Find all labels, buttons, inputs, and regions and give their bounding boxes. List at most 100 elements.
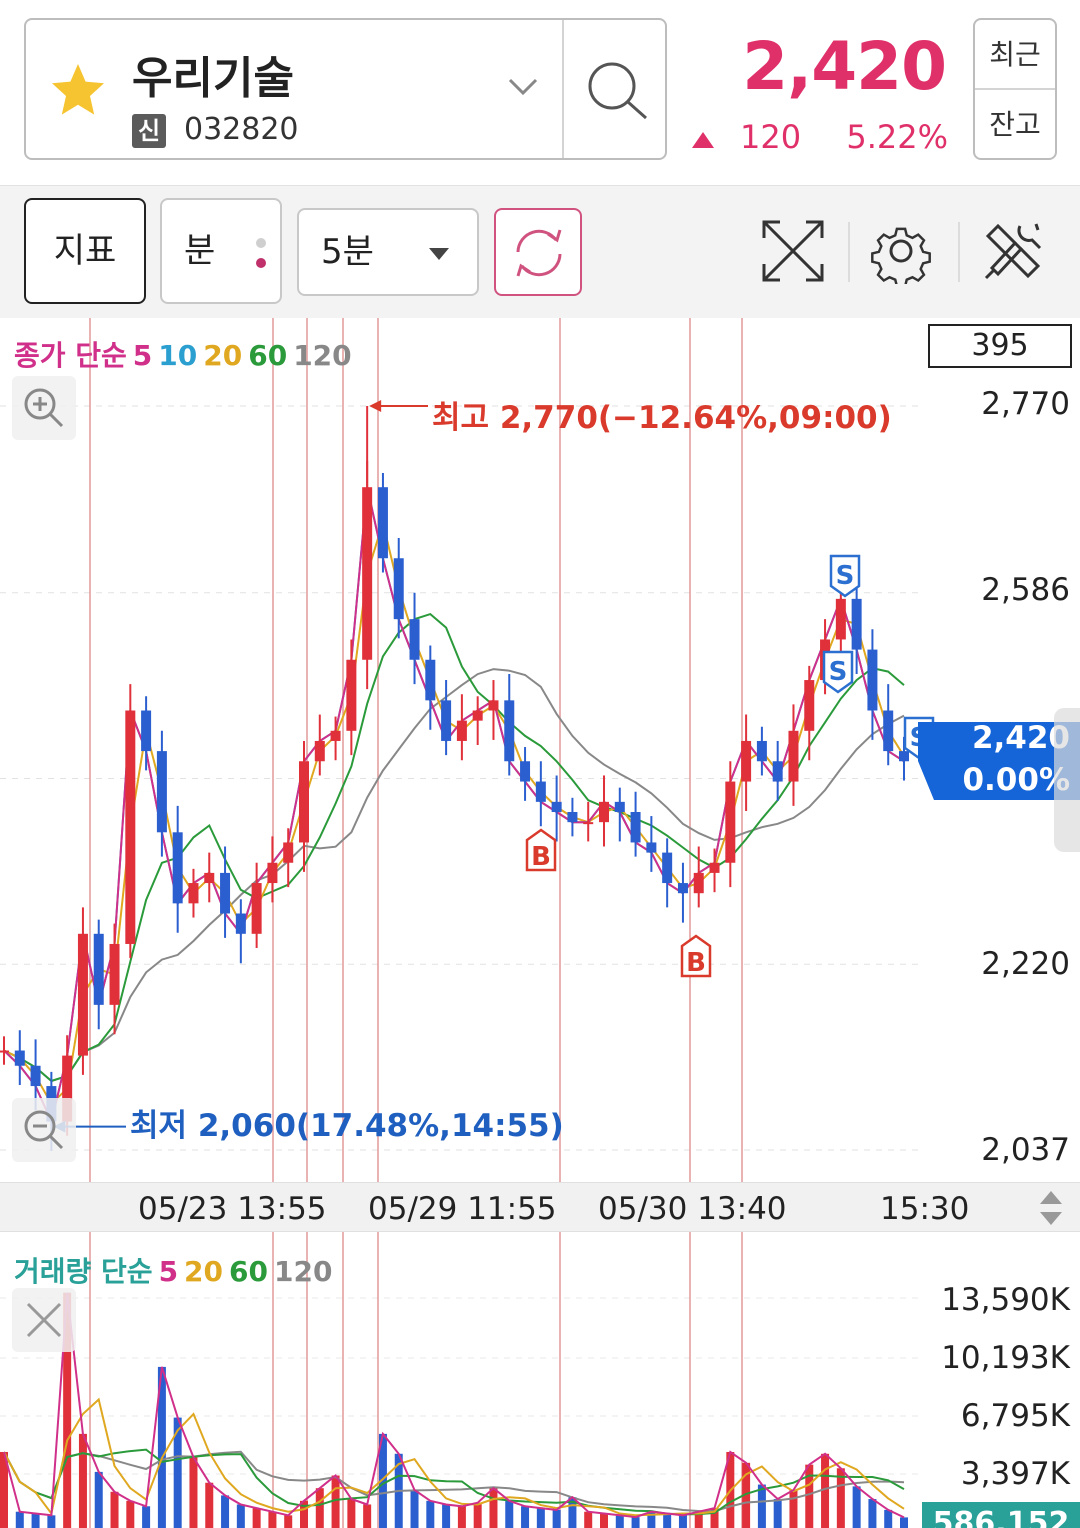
gear-icon[interactable] [868, 218, 934, 284]
up-triangle-icon [692, 132, 714, 148]
candle-body [425, 659, 436, 701]
interval-select[interactable]: 5분 [297, 208, 479, 296]
volume-legend: 거래량 단순 5 20 60 120 [14, 1250, 338, 1290]
volume-bar [678, 1515, 687, 1528]
legend-prefix: 종가 단순 [14, 339, 127, 372]
minute-button[interactable]: 분 [160, 198, 282, 304]
volume-bar [489, 1488, 498, 1528]
ma60-line [3, 612, 905, 1083]
stock-selector[interactable]: 우리기술 신 032820 [24, 18, 667, 160]
search-icon[interactable] [582, 56, 652, 126]
y-tick-label: 2,220 [981, 946, 1070, 982]
candle-body [867, 649, 878, 711]
candle-body [662, 852, 673, 884]
x-tick-label: 05/29 11:55 [368, 1191, 557, 1227]
candle-body [93, 933, 104, 1005]
candle-body [188, 883, 199, 904]
candle-body [551, 801, 562, 813]
up-down-arrows-icon[interactable] [1038, 1189, 1064, 1227]
volume-bar [284, 1515, 293, 1528]
zoom-in-icon[interactable] [12, 376, 76, 440]
chevron-down-icon[interactable] [506, 72, 540, 100]
expand-icon[interactable] [760, 218, 826, 284]
ma5-line [3, 486, 905, 1125]
volume-bar [710, 1508, 719, 1528]
side-button-group: 최근 잔고 [973, 18, 1057, 160]
candle-body [235, 913, 246, 934]
volume-bar [805, 1464, 814, 1528]
candle-body [204, 872, 215, 884]
scroll-handle[interactable] [1054, 708, 1080, 852]
candle-body [330, 730, 341, 741]
candle-body [251, 883, 262, 934]
selector-divider [562, 20, 564, 158]
volume-bar [773, 1499, 782, 1528]
candle-body [693, 872, 704, 894]
sell-signal-frame [822, 650, 854, 694]
toolbar-divider [848, 222, 850, 282]
candle-body [630, 812, 641, 843]
volume-bar [473, 1502, 482, 1528]
y-tick-label: 2,037 [981, 1132, 1070, 1168]
toolbar-divider [958, 222, 960, 282]
volume-bar [157, 1366, 166, 1528]
volume-bar [536, 1508, 545, 1528]
volume-bar [584, 1511, 593, 1528]
price-volume-chart[interactable]: BBSSS [0, 318, 1080, 1528]
indicator-button[interactable]: 지표 [24, 198, 146, 304]
candle-body [172, 832, 183, 904]
buy-signal: B [531, 842, 551, 872]
volume-ma5-line [3, 1292, 905, 1519]
refresh-button[interactable] [494, 208, 582, 296]
buy-signal: B [686, 948, 706, 978]
close-icon[interactable] [12, 1288, 76, 1352]
volume-bar [205, 1482, 214, 1528]
volume-bar [0, 1451, 8, 1528]
x-tick-label: 05/30 13:40 [598, 1191, 787, 1227]
candle-body [314, 740, 325, 762]
sell-signal: S [829, 657, 848, 687]
candle-count[interactable]: 395 [928, 324, 1072, 368]
candle-body [362, 487, 373, 660]
volume-y-tick-label: 10,193K [941, 1340, 1070, 1376]
candle-body [156, 751, 167, 833]
refresh-icon [516, 229, 562, 277]
x-tick-label: 05/23 13:55 [138, 1191, 327, 1227]
buy-signal-frame [680, 934, 712, 978]
balance-button[interactable]: 잔고 [989, 108, 1041, 141]
volume-bar [505, 1500, 514, 1528]
tools-icon[interactable] [980, 218, 1046, 284]
volume-bar [78, 1433, 87, 1528]
price-change-percent: 5.22% [846, 118, 948, 156]
candle-body [583, 822, 594, 825]
volume-bar [47, 1515, 56, 1528]
zoom-out-icon[interactable] [12, 1098, 76, 1162]
time-axis[interactable]: 05/23 13:55 05/29 11:55 05/30 13:40 15:3… [0, 1182, 1080, 1232]
volume-bar [757, 1484, 766, 1528]
candle-body [756, 740, 767, 762]
volume-bar [94, 1471, 103, 1528]
current-price: 2,420 [742, 28, 947, 105]
star-icon[interactable] [48, 60, 108, 120]
y-tick-label: 2,770 [981, 386, 1070, 422]
vol-legend-ma60: 60 [229, 1255, 268, 1288]
volume-bar [189, 1457, 198, 1528]
volume-bar [363, 1504, 372, 1528]
volume-bar [300, 1500, 308, 1528]
candle-body [567, 812, 578, 823]
high-annotation: 최고 2,770(−12.64%,09:00) [432, 400, 892, 436]
current-price-tag-value: 2,420 [971, 720, 1070, 756]
low-annotation: 최저 2,060(17.48%,14:55) [130, 1108, 564, 1144]
candle-body [30, 1065, 41, 1087]
recent-button[interactable]: 최근 [975, 20, 1055, 90]
candle-body [741, 740, 752, 782]
candle-body [377, 487, 388, 559]
candle-body [772, 761, 783, 782]
volume-bar [600, 1513, 608, 1528]
candle-body [599, 801, 609, 823]
candle-body [646, 842, 657, 853]
candle-body [883, 710, 894, 752]
volume-bar [347, 1499, 356, 1528]
y-tick-label: 2,586 [981, 572, 1070, 608]
